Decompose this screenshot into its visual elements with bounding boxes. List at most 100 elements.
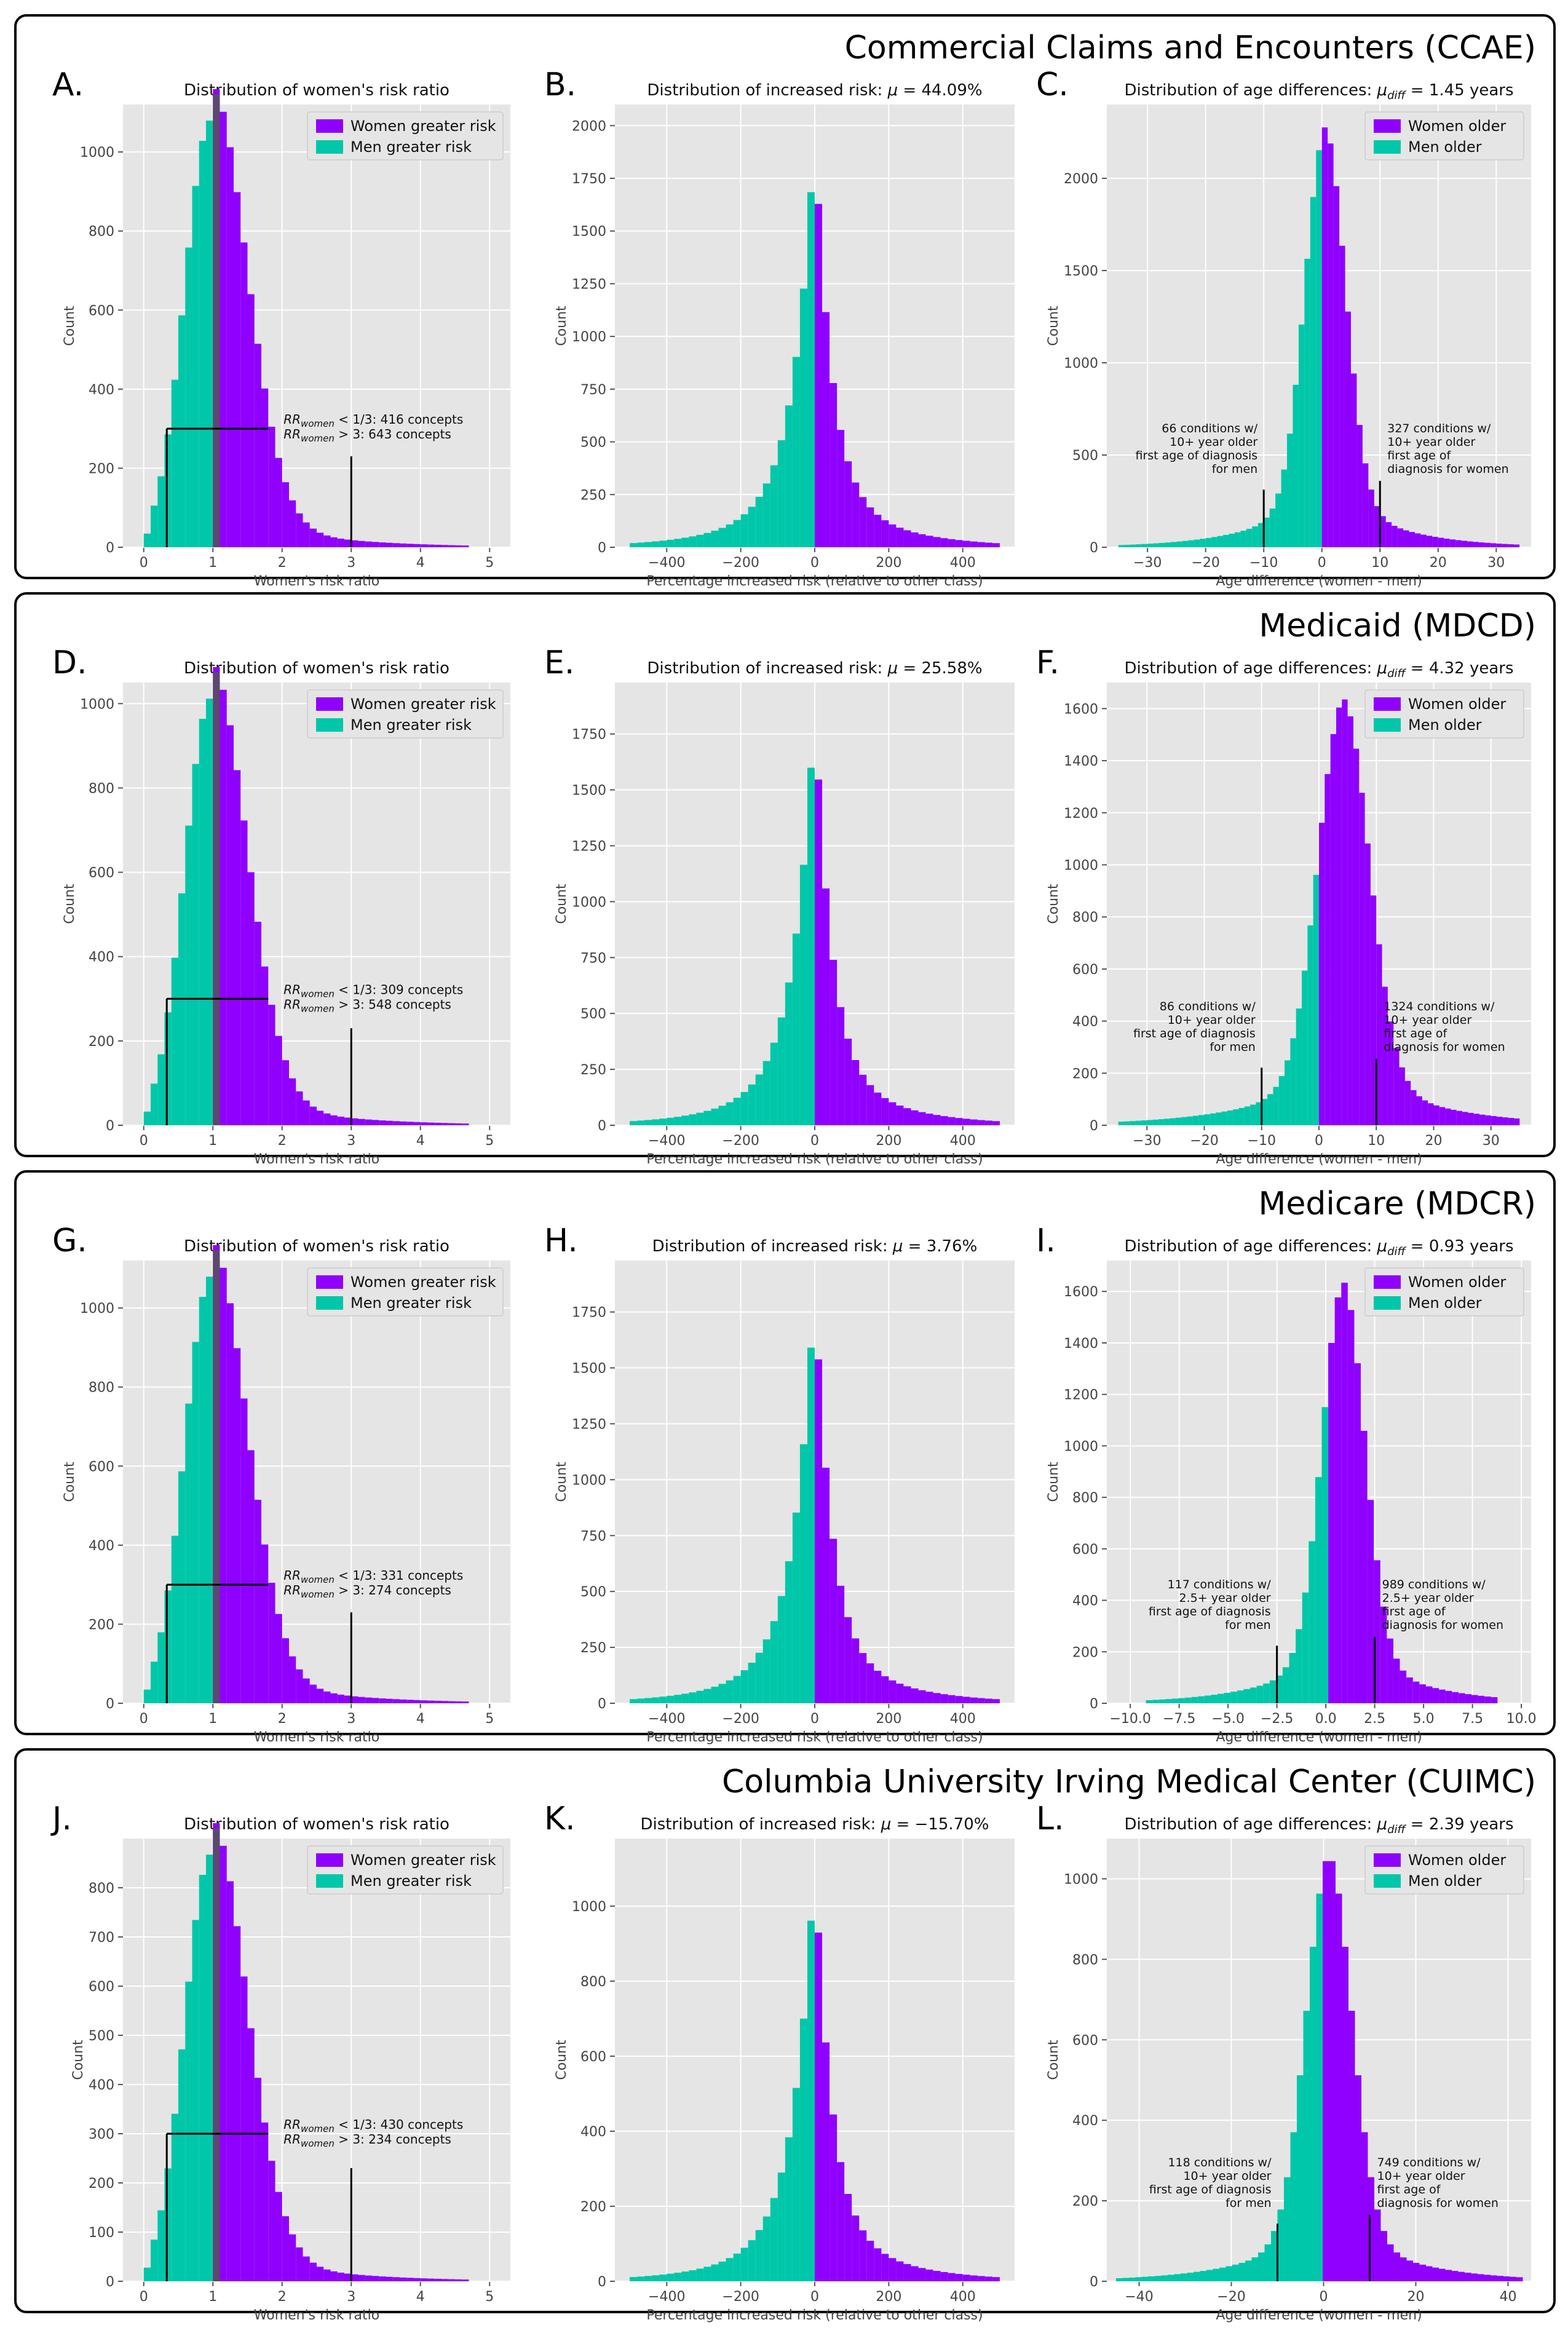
histogram-bar [379,1698,386,1703]
histogram-bar [1461,540,1468,547]
histogram-bar [323,1691,331,1703]
histogram-bar [289,500,296,547]
histogram-bar [317,533,324,547]
histogram-bar [1211,537,1218,547]
histogram-bar [275,457,282,547]
legend-label: Men older [1408,138,1482,156]
y-tick-label: 100 [89,2225,114,2241]
histogram-bar [652,2275,660,2281]
mu-symbol: μ [887,659,898,678]
x-tick-label: 3 [347,1133,355,1149]
histogram-bar [365,1119,372,1125]
y-tick-label: 600 [89,1979,114,1995]
histogram-bar [748,1663,756,1703]
histogram-bar [659,540,667,547]
histogram-bar [1490,543,1497,547]
histogram-bars [143,1823,469,2281]
histogram-bar [1516,2277,1523,2281]
histogram-bar [1194,539,1200,547]
histogram-bar [1250,1104,1256,1125]
histogram-bar [1452,1692,1459,1703]
y-tick-label: 200 [89,461,114,477]
histogram-bar [652,541,660,547]
overlap-bar [213,94,220,547]
left-note-line: first age of diagnosis [1133,1027,1256,1040]
histogram-bar [940,1116,948,1125]
histogram-bar [703,2267,711,2281]
histogram-bar [434,2278,441,2281]
histogram-bar [1428,1103,1434,1125]
histogram-bar [1323,1861,1329,2281]
y-tick-label: 400 [89,382,114,398]
mu-value: = 0.93 years [1406,1237,1514,1256]
x-tick-label: 200 [876,1133,901,1149]
x-tick-label: 3 [347,2289,355,2305]
histogram-bar [192,186,199,547]
histogram-bar [1211,1695,1218,1703]
threshold-annotation: RRwomen > 3: 234 concepts [283,2132,451,2149]
x-axis-label: Percentage increased risk (relative to o… [646,574,983,589]
right-note-line: first age of [1382,1605,1446,1618]
histogram-bar [206,1855,213,2281]
histogram-bar [918,1112,926,1125]
histogram-bar [420,2278,427,2281]
x-axis-label: Women's risk ratio [254,1730,379,1745]
histogram-bar [1513,544,1520,547]
x-tick-label: 2 [278,1711,287,1727]
x-tick-label: 4 [416,2289,425,2305]
x-tick-label: −200 [722,2289,759,2305]
y-axis-label: Count [1046,306,1061,346]
histogram-bars [630,1347,1000,1703]
histogram-bar [799,2018,807,2281]
histogram-bar [337,1694,344,1703]
histogram-bar [164,1590,172,1703]
histogram-bar [733,1676,741,1703]
histogram-bar [1508,1118,1515,1125]
histogram-bar [1478,542,1485,547]
histogram-bar [178,315,186,547]
histogram-bar [1245,2260,1252,2281]
y-tick-label: 1600 [1064,702,1098,717]
y-tick-label: 600 [89,303,114,319]
y-tick-label: 1000 [572,1473,606,1488]
histogram-bar [659,1697,667,1703]
histogram-bar [1204,1114,1210,1125]
rr-symbol: RR [283,427,301,441]
histogram-bar [441,1123,448,1125]
y-tick-label: 1750 [572,727,606,743]
histogram-bar [1205,537,1212,547]
histogram-bar [1420,534,1427,547]
histogram-bar [770,465,778,547]
legend-label: Men greater risk [350,716,472,734]
histogram-bar [1316,150,1322,548]
y-axis-label: Count [554,884,569,924]
mu-symbol: μ [887,81,898,100]
histogram-bar [309,1106,317,1125]
histogram-bar [1348,2011,1355,2281]
histogram-bar [911,2266,919,2281]
histogram-bar [955,1696,963,1703]
section-2: Medicaid (MDCD) D. Distribution of women's… [14,592,1556,1167]
threshold-annotation: RRwomen > 3: 643 concepts [283,427,451,444]
histogram-bar [220,1267,227,1703]
panel-f: F. Distribution of age differences: μdiff… [1036,644,1531,1167]
histogram-bar [317,2267,324,2281]
histogram-bar [903,2263,911,2281]
histogram-bar [1399,1067,1405,1125]
y-tick-label: 800 [89,781,114,796]
histogram-bar [1380,1606,1387,1703]
histogram-bar [1217,536,1224,547]
legend: Women older Men older [1364,1845,1524,1895]
threshold-annotation: RRwomen < 1/3: 309 concepts [283,982,463,999]
legend-label: Men greater risk [350,138,472,156]
histogram-bar [1200,539,1206,547]
histogram-bar [844,1617,852,1703]
histogram-bar [171,957,178,1125]
histogram-bar [733,1098,741,1125]
histogram-bar [762,2216,770,2281]
histogram-bar [420,1700,427,1703]
histogram-bar [441,1701,448,1703]
x-tick-label: 3 [347,1711,355,1727]
x-tick-label: 3 [347,555,355,571]
panel-h: H. Distribution of increased risk: μ = 3.… [544,1222,1015,1745]
